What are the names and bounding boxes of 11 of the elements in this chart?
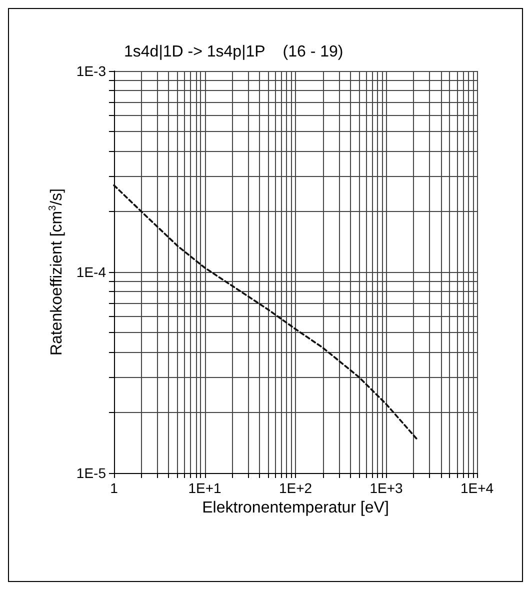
x-tick-label: 1E+1	[188, 480, 222, 496]
chart-title: 1s4d|1D -> 1s4p|1P (16 - 19)	[124, 44, 344, 60]
x-tick-label: 1E+3	[370, 480, 404, 496]
y-axis-title: Ratenkoeffizient [cm3/s]	[48, 188, 66, 356]
x-tick-label: 1	[110, 480, 118, 496]
x-tick-label: 1E+2	[278, 480, 312, 496]
y-tick-label: 1E-5	[76, 465, 106, 481]
x-tick-label: 1E+4	[460, 480, 494, 496]
x-axis-title: Elektronentemperatur [eV]	[202, 499, 389, 516]
y-tick-label: 1E-3	[76, 63, 106, 79]
y-tick-label: 1E-4	[76, 264, 106, 280]
